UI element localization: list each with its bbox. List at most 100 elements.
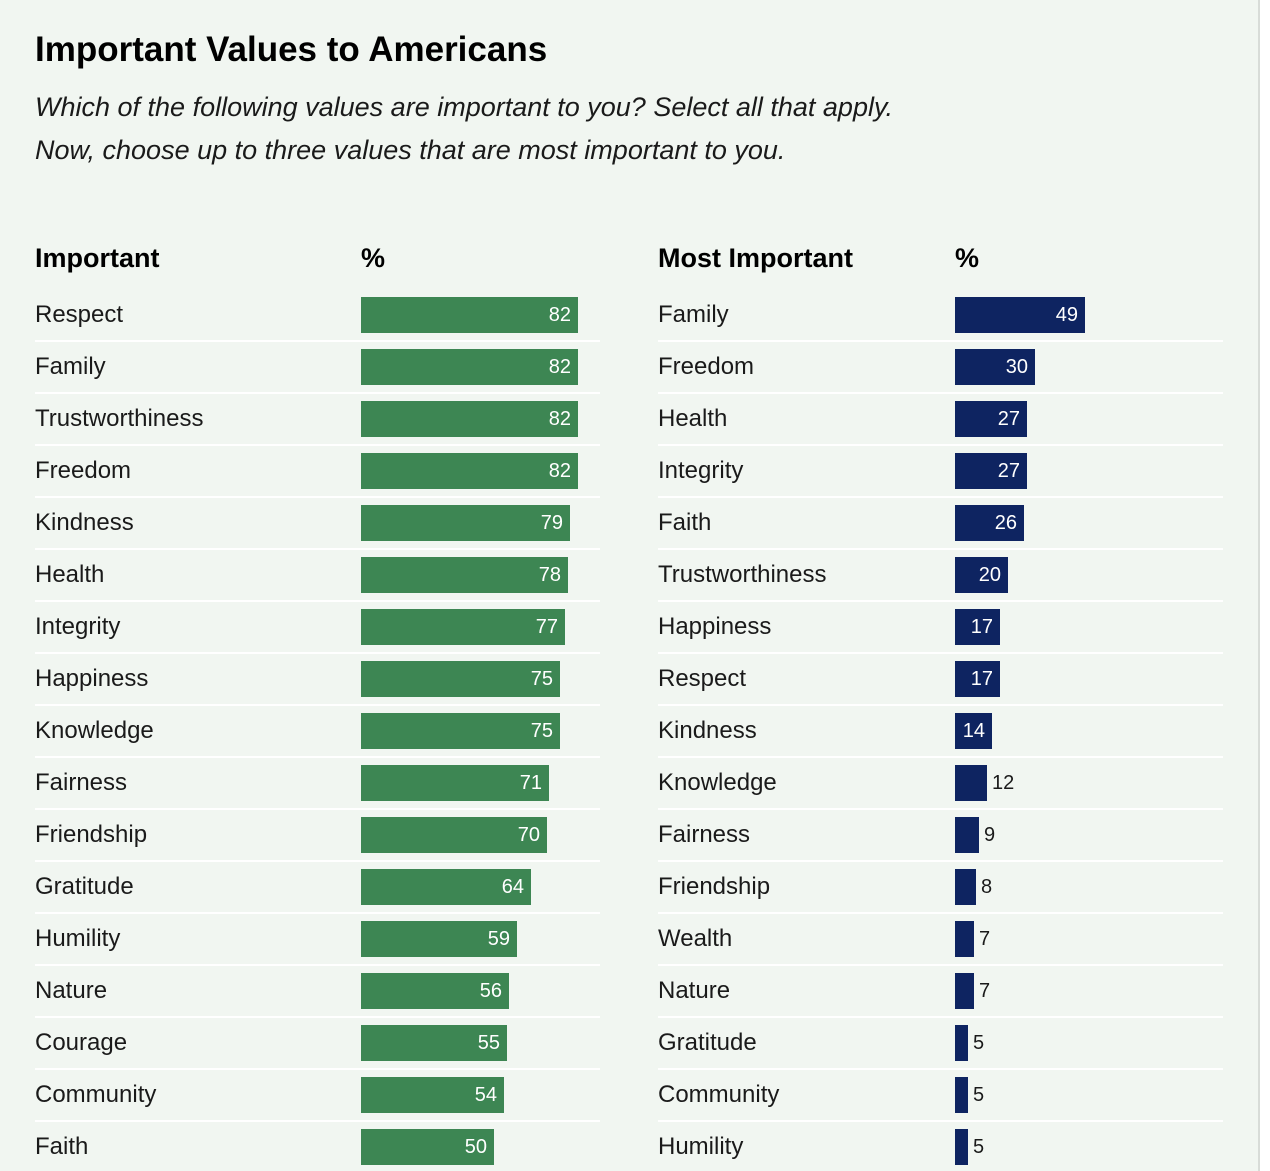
important-row-label: Fairness bbox=[35, 769, 128, 796]
most-important-row-label: Wealth bbox=[658, 925, 733, 952]
most-important-bar bbox=[955, 1077, 968, 1113]
important-row-divider bbox=[35, 808, 600, 810]
important-row-label: Knowledge bbox=[35, 717, 154, 744]
most-important-bar bbox=[955, 713, 992, 749]
important-value-label: 82 bbox=[548, 408, 571, 430]
most-important-row-label: Friendship bbox=[658, 873, 771, 900]
important-row-label: Freedom bbox=[35, 457, 132, 484]
important-bar bbox=[361, 609, 565, 645]
most-important-value-label: 12 bbox=[992, 772, 1015, 794]
most-important-value-label: 17 bbox=[970, 668, 993, 690]
most-important-value-label: 7 bbox=[979, 928, 991, 950]
most-important-value-label: 27 bbox=[997, 408, 1020, 430]
most-important-value-label: 7 bbox=[979, 980, 991, 1002]
important-value-label: 82 bbox=[548, 460, 571, 482]
most-important-row-label: Family bbox=[658, 301, 729, 328]
important-row-label: Humility bbox=[35, 925, 121, 952]
most-important-value-label: 14 bbox=[962, 720, 985, 742]
important-bar bbox=[361, 661, 560, 697]
most-important-row-divider bbox=[658, 1068, 1223, 1070]
important-value-label: 64 bbox=[501, 876, 524, 898]
chart-subtitle-line-2: Now, choose up to three values that are … bbox=[35, 135, 786, 165]
important-value-label: 55 bbox=[477, 1032, 500, 1054]
important-row-divider bbox=[35, 704, 600, 706]
important-row-divider bbox=[35, 600, 600, 602]
important-bar bbox=[361, 713, 560, 749]
chart-subtitle-line-1: Which of the following values are import… bbox=[35, 92, 893, 122]
most-important-row-divider bbox=[658, 548, 1223, 550]
most-important-bar bbox=[955, 453, 1027, 489]
most-important-value-label: 27 bbox=[997, 460, 1020, 482]
important-bar bbox=[361, 973, 509, 1009]
most-important-bar bbox=[955, 921, 974, 957]
most-important-row-label: Gratitude bbox=[658, 1029, 757, 1056]
important-row-divider bbox=[35, 652, 600, 654]
important-bar bbox=[361, 297, 578, 333]
important-value-label: 75 bbox=[530, 720, 553, 742]
important-row-label: Nature bbox=[35, 977, 108, 1004]
important-row-divider bbox=[35, 444, 600, 446]
most-important-value-label: 9 bbox=[984, 824, 996, 846]
important-row-divider bbox=[35, 548, 600, 550]
important-row-label: Happiness bbox=[35, 665, 149, 692]
most-important-value-label: 20 bbox=[978, 564, 1001, 586]
most-important-row-label: Humility bbox=[658, 1133, 744, 1160]
most-important-row-label: Freedom bbox=[658, 353, 755, 380]
important-bar bbox=[361, 349, 578, 385]
most-important-bar bbox=[955, 609, 1000, 645]
chart-title: Important Values to Americans bbox=[35, 30, 548, 69]
most-important-bar bbox=[955, 349, 1035, 385]
important-value-label: 59 bbox=[487, 928, 510, 950]
important-row-divider bbox=[35, 1120, 600, 1122]
important-bar bbox=[361, 817, 547, 853]
important-column-header: Important bbox=[35, 243, 160, 273]
most-important-bar bbox=[955, 817, 979, 853]
important-row-label: Respect bbox=[35, 301, 124, 328]
important-value-label: 71 bbox=[519, 772, 542, 794]
important-row-label: Faith bbox=[35, 1133, 89, 1160]
most-important-bar bbox=[955, 1129, 968, 1165]
most-important-bar bbox=[955, 401, 1027, 437]
important-bar bbox=[361, 869, 531, 905]
most-important-row-divider bbox=[658, 808, 1223, 810]
important-row-divider bbox=[35, 756, 600, 758]
most-important-row-divider bbox=[658, 340, 1223, 342]
important-row-label: Courage bbox=[35, 1029, 128, 1056]
most-important-row-label: Fairness bbox=[658, 821, 751, 848]
important-row-label: Friendship bbox=[35, 821, 148, 848]
important-value-label: 82 bbox=[548, 304, 571, 326]
most-important-bar bbox=[955, 765, 987, 801]
most-important-value-label: 8 bbox=[981, 876, 993, 898]
most-important-value-label: 5 bbox=[973, 1136, 985, 1158]
most-important-row-label: Kindness bbox=[658, 717, 757, 744]
important-value-label: 77 bbox=[535, 616, 558, 638]
important-value-label: 78 bbox=[538, 564, 561, 586]
most-important-bar bbox=[955, 973, 974, 1009]
important-value-label: 54 bbox=[474, 1084, 497, 1106]
most-important-value-label: 5 bbox=[973, 1084, 985, 1106]
important-row-label: Health bbox=[35, 561, 105, 588]
most-important-row-label: Trustworthiness bbox=[658, 561, 827, 588]
important-row-divider bbox=[35, 496, 600, 498]
most-important-row-divider bbox=[658, 912, 1223, 914]
most-important-row-divider bbox=[658, 756, 1223, 758]
important-row-divider bbox=[35, 1016, 600, 1018]
most-important-value-label: 49 bbox=[1055, 304, 1078, 326]
most-important-row-divider bbox=[658, 600, 1223, 602]
important-row-divider bbox=[35, 392, 600, 394]
important-row-label: Family bbox=[35, 353, 106, 380]
most-important-row-label: Knowledge bbox=[658, 769, 777, 796]
most-important-percent-header: % bbox=[955, 243, 980, 273]
most-important-row-label: Integrity bbox=[658, 457, 744, 484]
important-row-label: Community bbox=[35, 1081, 157, 1108]
important-value-label: 75 bbox=[530, 668, 553, 690]
most-important-row-label: Community bbox=[658, 1081, 780, 1108]
most-important-row-label: Faith bbox=[658, 509, 712, 536]
important-row-divider bbox=[35, 964, 600, 966]
important-row-divider bbox=[35, 860, 600, 862]
important-value-label: 82 bbox=[548, 356, 571, 378]
most-important-row-label: Nature bbox=[658, 977, 731, 1004]
most-important-row-label: Health bbox=[658, 405, 728, 432]
important-bar bbox=[361, 401, 578, 437]
important-percent-header: % bbox=[361, 243, 386, 273]
